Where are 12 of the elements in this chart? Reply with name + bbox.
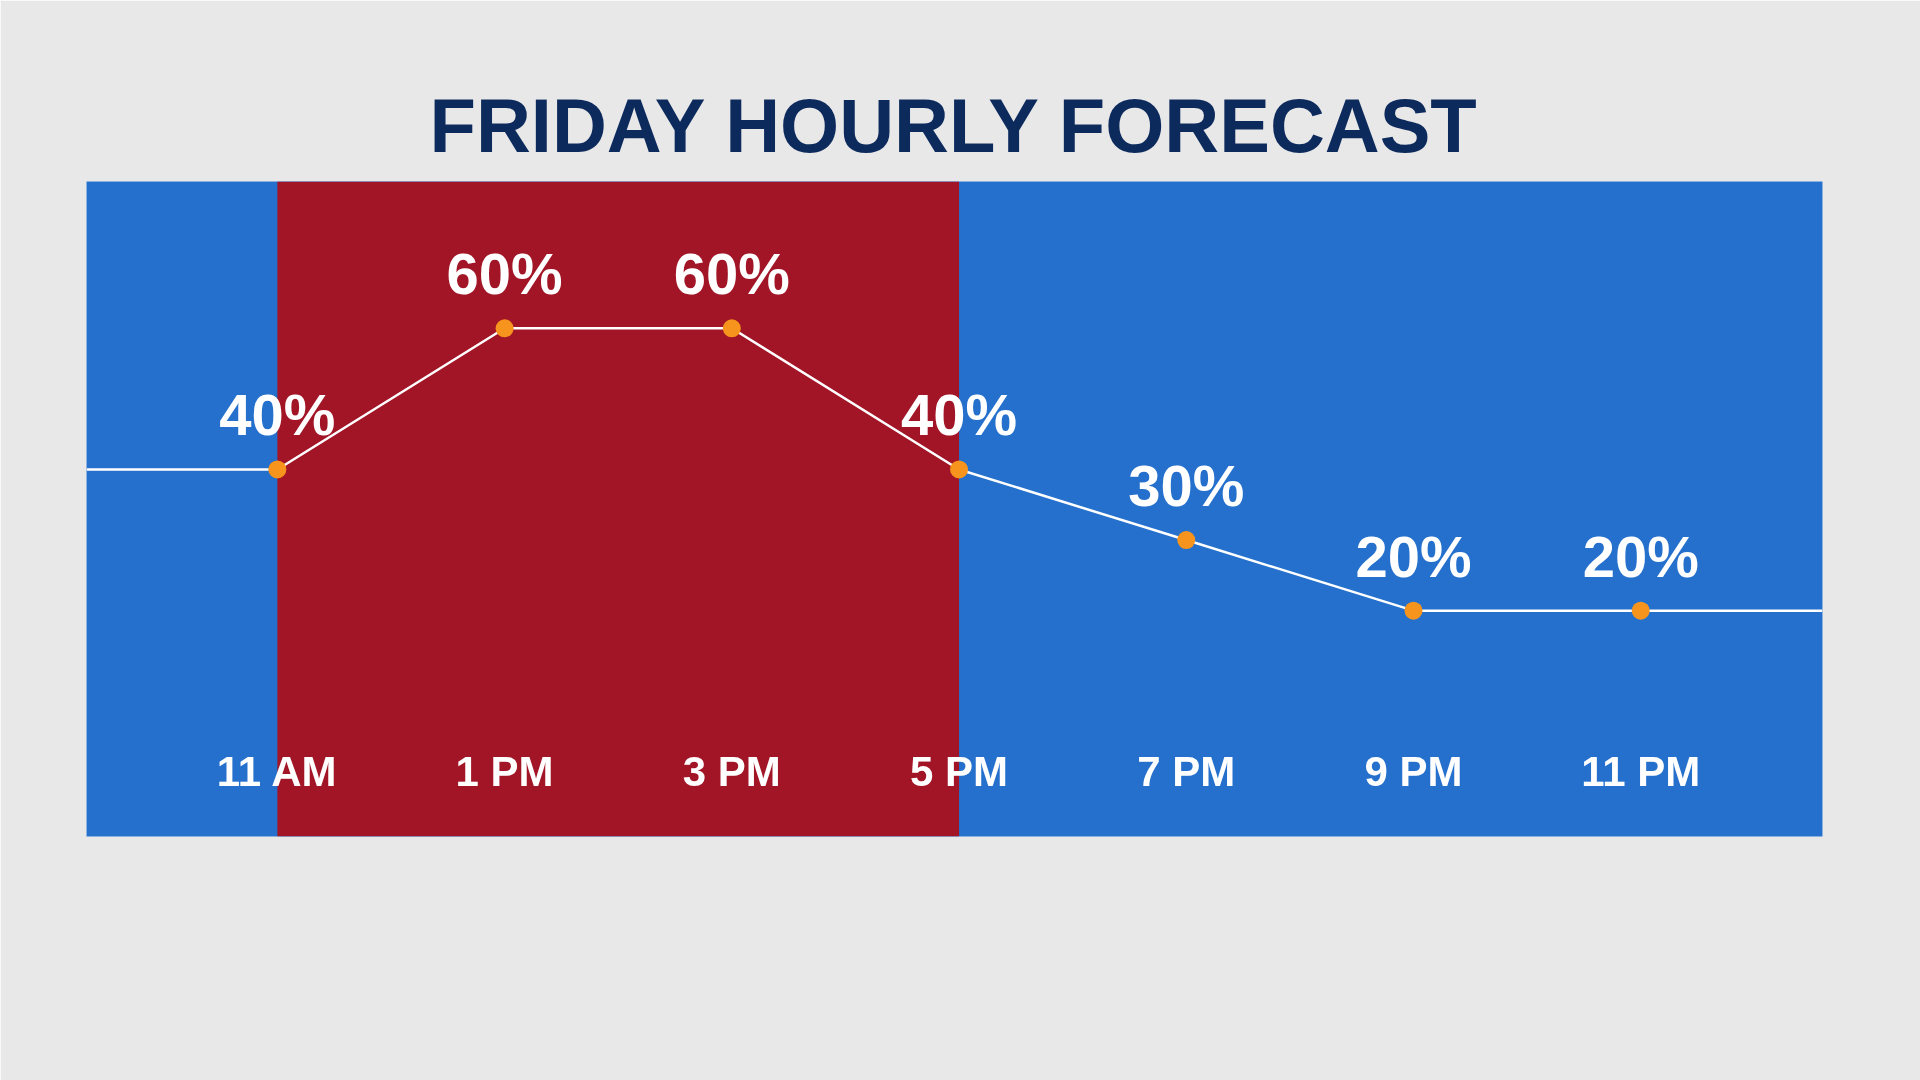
chart-title: FRIDAY HOURLY FORECAST <box>429 82 1477 168</box>
data-label: 30% <box>1128 453 1245 519</box>
data-label: 20% <box>1355 523 1472 589</box>
x-tick-label: 1 PM <box>455 748 554 795</box>
data-label: 40% <box>901 382 1018 448</box>
x-tick-label: 9 PM <box>1364 748 1463 795</box>
x-tick-label: 3 PM <box>682 748 781 795</box>
data-label: 20% <box>1582 523 1699 589</box>
x-tick-label: 7 PM <box>1137 748 1236 795</box>
x-tick-label: 11 PM <box>1581 748 1701 795</box>
data-label: 60% <box>446 241 563 307</box>
data-label: 60% <box>673 241 790 307</box>
